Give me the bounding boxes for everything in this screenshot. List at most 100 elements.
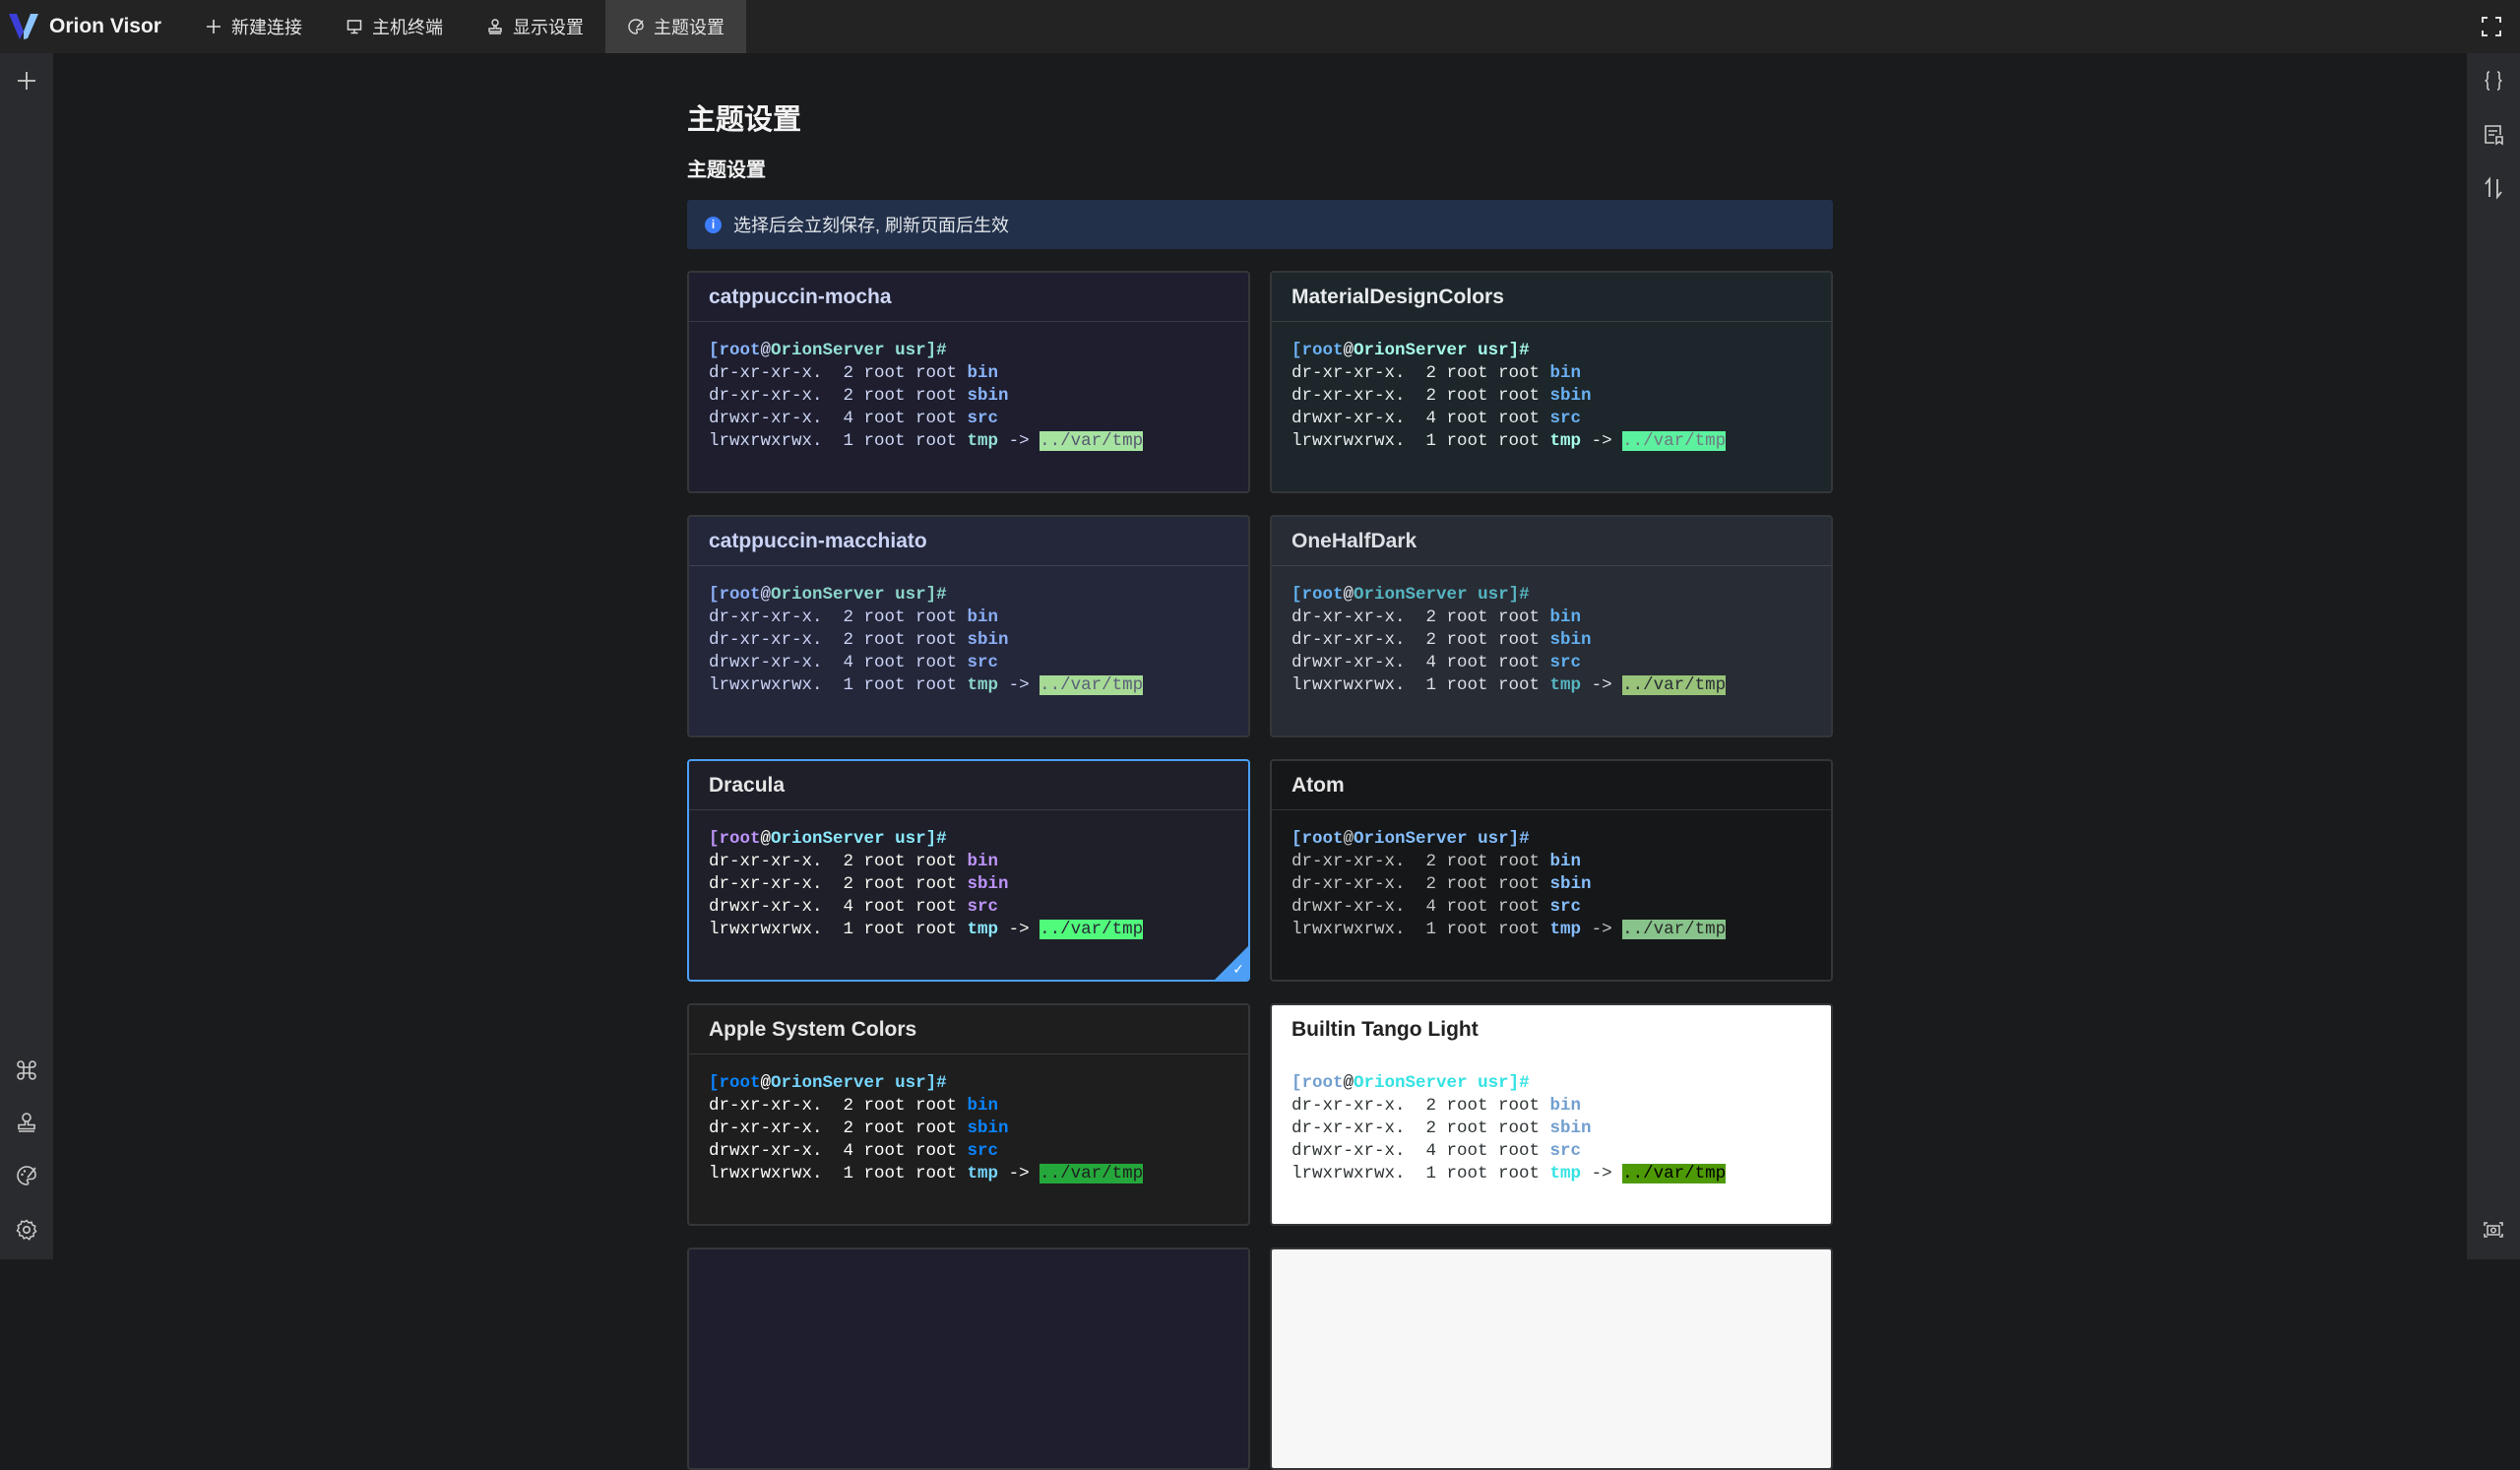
- screenshot-camera-icon[interactable]: [2482, 1218, 2505, 1242]
- terminal-text: [: [1292, 829, 1302, 849]
- theme-card[interactable]: Builtin Tango Light [root@OrionServer usr…: [1270, 1003, 1833, 1226]
- listing-line: dr-xr-xr-x. 2 root root bin: [1292, 1095, 1811, 1118]
- tab-label: 新建连接: [230, 18, 302, 37]
- dir-name: sbin: [1549, 874, 1592, 894]
- prompt-line: [root@OrionServer usr]#: [1292, 584, 1811, 607]
- add-icon[interactable]: [15, 69, 38, 93]
- bookmark-path-icon[interactable]: [2482, 123, 2505, 147]
- alert-text: 选择后会立刻保存, 刷新页面后生效: [733, 216, 1010, 235]
- terminal-preview: [root@OrionServer usr]# dr-xr-xr-x. 2 roo…: [689, 810, 1248, 959]
- terminal-text: ->: [1581, 920, 1623, 939]
- terminal-text: ->: [998, 1164, 1040, 1183]
- terminal-text: dr-xr-xr-x. 2 root root: [1292, 386, 1550, 406]
- tab-label: 显示设置: [512, 18, 584, 37]
- terminal-text: @: [760, 585, 772, 605]
- tab-host-terminal[interactable]: 主机终端: [324, 0, 465, 53]
- info-alert: i 选择后会立刻保存, 刷新页面后生效: [687, 200, 1833, 249]
- listing-line: dr-xr-xr-x. 2 root root sbin: [1292, 385, 1811, 408]
- terminal-text: @: [1343, 341, 1354, 360]
- theme-card[interactable]: catppuccin-mocha [root@OrionServer usr]# d…: [687, 271, 1250, 493]
- terminal-text: lrwxrwxrwx. 1 root root: [709, 675, 968, 695]
- theme-card[interactable]: catppuccin-macchiato [root@OrionServer us…: [687, 515, 1250, 737]
- terminal-text: drwxr-xr-x. 4 root root: [1292, 409, 1550, 428]
- terminal-text: ->: [998, 920, 1040, 939]
- terminal-text: dr-xr-xr-x. 2 root root: [709, 607, 968, 627]
- terminal-text: root: [1301, 341, 1344, 360]
- terminal-text: OrionServer usr: [771, 341, 926, 360]
- listing-line: lrwxrwxrwx. 1 root root tmp -> ../var/tm…: [1292, 430, 1811, 453]
- transfer-sort-icon[interactable]: [2482, 176, 2505, 200]
- terminal-text: root: [719, 829, 761, 849]
- listing-line: dr-xr-xr-x. 2 root root bin: [709, 607, 1228, 629]
- terminal-text: lrwxrwxrwx. 1 root root: [1292, 675, 1550, 695]
- terminal-text: OrionServer usr: [771, 1073, 926, 1093]
- right-sidebar: [2467, 53, 2520, 1259]
- symlink-target: ../var/tmp: [1040, 1164, 1144, 1183]
- terminal-text: drwxr-xr-x. 4 root root: [709, 409, 968, 428]
- dir-name: src: [967, 653, 999, 672]
- symlink-name: tmp: [967, 1164, 999, 1183]
- terminal-text: [: [709, 829, 720, 849]
- terminal-text: ->: [1581, 675, 1623, 695]
- symlink-target: ../var/tmp: [1622, 1164, 1727, 1183]
- theme-card[interactable]: Dracula [root@OrionServer usr]# dr-xr-xr-x…: [687, 759, 1250, 982]
- listing-line: lrwxrwxrwx. 1 root root tmp -> ../var/tm…: [1292, 1163, 1811, 1185]
- listing-line: lrwxrwxrwx. 1 root root tmp -> ../var/tm…: [709, 1163, 1228, 1185]
- listing-line: drwxr-xr-x. 4 root root src: [1292, 896, 1811, 919]
- listing-line: drwxr-xr-x. 4 root root src: [709, 408, 1228, 430]
- theme-card[interactable]: OneHalfDark [root@OrionServer usr]# dr-xr-…: [1270, 515, 1833, 737]
- tab-new-connection[interactable]: 新建连接: [183, 0, 324, 53]
- palette-icon[interactable]: [15, 1164, 38, 1187]
- stamp-icon[interactable]: [15, 1111, 38, 1134]
- terminal-text: dr-xr-xr-x. 2 root root: [1292, 1118, 1550, 1138]
- snippets-braces-icon[interactable]: [2482, 69, 2505, 93]
- dir-name: bin: [967, 363, 999, 383]
- tab-display-settings[interactable]: 显示设置: [465, 0, 605, 53]
- prompt-line: [root@OrionServer usr]#: [709, 1072, 1228, 1095]
- tab-theme-settings[interactable]: 主题设置: [604, 0, 746, 53]
- terminal-preview: [root@OrionServer usr]# dr-xr-xr-x. 2 roo…: [689, 322, 1248, 471]
- command-icon[interactable]: [15, 1058, 38, 1082]
- dir-name: bin: [1549, 852, 1582, 871]
- terminal-text: @: [1343, 829, 1354, 849]
- symlink-target: ../var/tmp: [1622, 431, 1727, 451]
- terminal-text: OrionServer usr: [771, 829, 926, 849]
- terminal-text: @: [760, 829, 772, 849]
- terminal-preview: [root@OrionServer usr]# dr-xr-xr-x. 2 roo…: [1272, 566, 1831, 715]
- terminal-text: ]#: [1508, 341, 1530, 360]
- listing-line: dr-xr-xr-x. 2 root root sbin: [709, 629, 1228, 652]
- symlink-target: ../var/tmp: [1622, 675, 1727, 695]
- terminal-text: root: [719, 341, 761, 360]
- dir-name: sbin: [967, 1118, 1009, 1138]
- terminal-text: dr-xr-xr-x. 2 root root: [1292, 607, 1550, 627]
- terminal-text: ]#: [1508, 1073, 1530, 1093]
- plus-icon: [205, 18, 222, 35]
- fullscreen-icon[interactable]: [2481, 16, 2502, 37]
- info-icon: i: [705, 216, 722, 233]
- terminal-text: OrionServer usr: [771, 585, 926, 605]
- terminal-text: root: [1301, 1073, 1344, 1093]
- terminal-preview: [root@OrionServer usr]# dr-xr-xr-x. 2 roo…: [1272, 1055, 1831, 1203]
- terminal-text: lrwxrwxrwx. 1 root root: [709, 431, 968, 451]
- tab-label: 主题设置: [653, 18, 724, 37]
- dir-name: src: [1549, 897, 1582, 917]
- main-content: 主题设置 主题设置 i 选择后会立刻保存, 刷新页面后生效 catppuccin…: [687, 53, 1833, 1470]
- terminal-text: ]#: [1508, 585, 1530, 605]
- theme-card[interactable]: MaterialDesignColors [root@OrionServer us…: [1270, 271, 1833, 493]
- tab-label: 主机终端: [371, 18, 443, 37]
- terminal-text: lrwxrwxrwx. 1 root root: [709, 1164, 968, 1183]
- settings-gear-icon[interactable]: [15, 1218, 38, 1242]
- terminal-text: OrionServer usr: [1354, 829, 1509, 849]
- prompt-line: [root@OrionServer usr]#: [709, 340, 1228, 362]
- app-logo[interactable]: Orion Visor: [0, 0, 161, 53]
- dir-name: bin: [967, 1096, 999, 1116]
- terminal-text: dr-xr-xr-x. 2 root root: [709, 852, 968, 871]
- theme-card[interactable]: [1270, 1247, 1833, 1470]
- listing-line: dr-xr-xr-x. 2 root root bin: [709, 1095, 1228, 1118]
- theme-card[interactable]: Atom [root@OrionServer usr]# dr-xr-xr-x. 2…: [1270, 759, 1833, 982]
- theme-card[interactable]: Apple System Colors [root@OrionServer usr…: [687, 1003, 1250, 1226]
- theme-card[interactable]: [687, 1247, 1250, 1470]
- dir-name: sbin: [967, 386, 1009, 406]
- terminal-text: ->: [998, 431, 1040, 451]
- terminal-text: ]#: [925, 585, 947, 605]
